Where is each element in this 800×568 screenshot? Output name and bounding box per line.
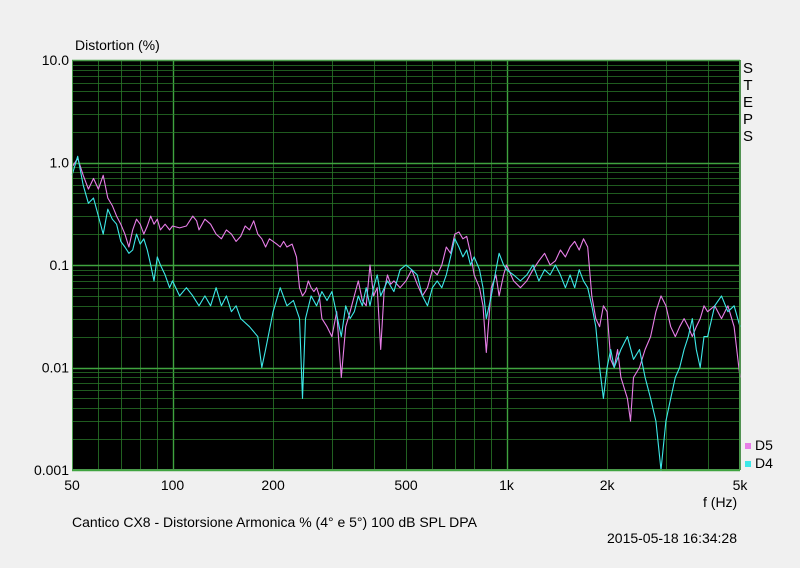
- series-layer: [71, 155, 741, 471]
- y-tick-label: 0.1: [50, 257, 70, 273]
- series-line-d5: [71, 157, 741, 422]
- y-tick-label: 0.001: [34, 462, 69, 478]
- x-tick-label: 50: [64, 477, 80, 493]
- y-tick-label: 10.0: [42, 52, 69, 68]
- y-axis-label: Distortion (%): [75, 37, 160, 53]
- legend-item-d5: D5: [745, 437, 773, 453]
- legend-swatch-d5: [745, 443, 751, 450]
- tick-labels: 50 100 200 500 1k 2k 5k 10.0 1.0 0.1 0.01 0.001: [34, 52, 748, 493]
- x-tick-label: 5k: [733, 477, 749, 493]
- x-tick-label: 500: [394, 477, 418, 493]
- x-tick-label: 1k: [499, 477, 515, 493]
- legend-label-d5: D5: [755, 437, 773, 453]
- x-tick-label: 200: [261, 477, 285, 493]
- series-line-d4: [71, 155, 741, 471]
- legend-label-d4: D4: [755, 455, 773, 471]
- plot-frame: [72, 60, 740, 470]
- legend-item-d4: D4: [745, 455, 773, 471]
- legend-swatch-d4: [745, 461, 751, 468]
- steps-label: STEPS: [742, 60, 753, 145]
- chart-caption: Cantico CX8 - Distorsione Armonica % (4°…: [72, 514, 477, 530]
- x-tick-label: 2k: [600, 477, 616, 493]
- y-tick-label: 1.0: [50, 155, 70, 171]
- x-tick-label: 100: [161, 477, 185, 493]
- timestamp: 2015-05-18 16:34:28: [607, 530, 737, 546]
- y-tick-label: 0.01: [42, 360, 69, 376]
- x-axis-label: f (Hz): [703, 494, 738, 510]
